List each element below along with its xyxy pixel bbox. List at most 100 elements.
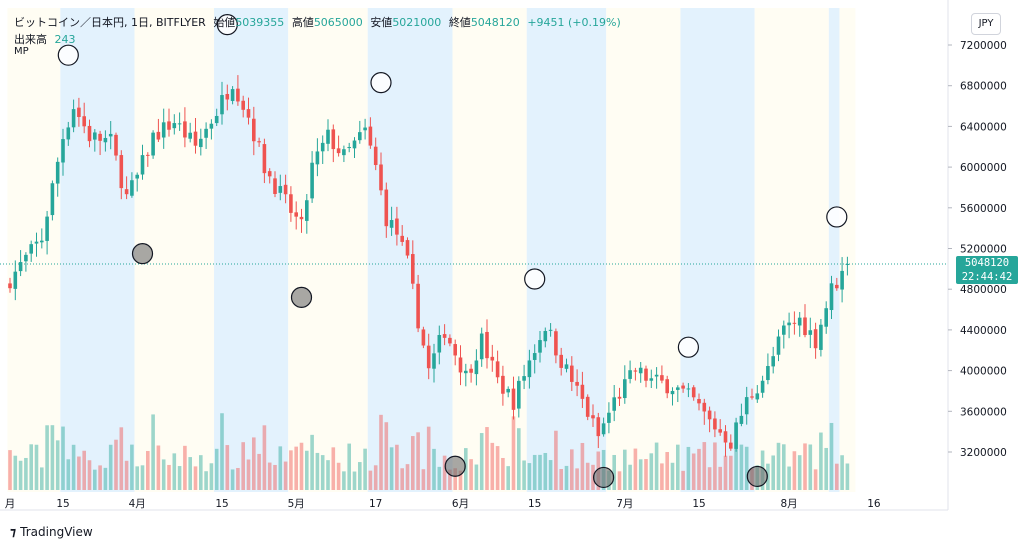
volume-bar <box>55 440 60 490</box>
candle-body <box>151 132 155 156</box>
candle-body <box>93 132 97 140</box>
candle-body <box>315 151 320 165</box>
volume-bar <box>135 466 139 490</box>
symbol-label[interactable]: ビットコイン／日本円, 1日, BITFLYER <box>14 16 206 29</box>
volume-bar <box>766 463 770 490</box>
candle-body <box>416 283 420 329</box>
candle-body <box>389 220 394 228</box>
candle-body <box>193 131 198 146</box>
candle-body <box>713 418 717 430</box>
indicator-legend[interactable]: MP <box>14 46 33 57</box>
candle-body <box>130 180 134 196</box>
volume-bar <box>713 442 717 490</box>
price-axis[interactable]: 3200000 3600000 4000000 4400000 4800000 52000… <box>947 0 1007 510</box>
candles <box>8 75 850 457</box>
candle-body <box>61 139 65 163</box>
candle-body <box>230 89 235 101</box>
candle-body <box>803 317 807 336</box>
candle-body <box>8 283 12 289</box>
volume-bar <box>617 471 622 490</box>
volume-bar <box>61 426 65 490</box>
volume-bar <box>103 467 108 490</box>
volume-bar <box>320 455 325 490</box>
time-tick-label: 4月 <box>129 498 146 510</box>
volume-bar <box>352 471 357 490</box>
candle-body <box>649 378 654 381</box>
candle-body <box>691 387 696 398</box>
volume-bar <box>744 446 749 490</box>
candle-body <box>607 412 611 423</box>
candle-body <box>437 335 442 353</box>
candle-body <box>532 353 537 360</box>
band-blue <box>828 8 840 492</box>
candle-body <box>448 337 452 344</box>
volume-bar <box>315 452 320 490</box>
candle-body <box>829 283 834 311</box>
candle-body <box>421 329 426 346</box>
volume-bar <box>442 455 447 490</box>
candle-body <box>543 331 548 342</box>
candle-body <box>400 235 404 242</box>
volume-bar <box>130 444 134 490</box>
volume-bar <box>71 444 76 490</box>
volume-bar <box>426 426 431 490</box>
volume-bar <box>363 448 367 490</box>
volume-bar <box>723 455 728 490</box>
volume-bar <box>66 459 71 490</box>
time-tick-label: 15 <box>528 498 541 510</box>
volume-bar <box>289 450 293 490</box>
candle-body <box>262 144 267 174</box>
volume-bar <box>638 459 643 490</box>
high-value: 5065000 <box>313 16 363 29</box>
candle-body <box>601 423 606 435</box>
low-value: 5021000 <box>392 16 442 29</box>
candle-body <box>103 137 108 143</box>
volume-bar <box>283 461 288 490</box>
high-label: 高値 <box>291 16 314 29</box>
candle-body <box>580 384 585 399</box>
candle-body <box>776 336 781 355</box>
volume-bar <box>729 455 733 490</box>
candle-body <box>188 132 192 139</box>
candle-body <box>729 442 733 449</box>
candle-body <box>596 417 601 437</box>
candle-body <box>686 388 691 390</box>
price-tick-label: 5200000 <box>960 244 1007 256</box>
open-label: 始値 <box>213 16 236 29</box>
candle-body <box>665 379 669 394</box>
marker-filled <box>746 465 768 488</box>
volume-bar <box>628 464 632 490</box>
currency-button[interactable]: JPY <box>971 13 1001 35</box>
candle-body <box>824 308 828 327</box>
volume-bar <box>294 446 298 490</box>
candle-body <box>368 126 373 146</box>
marker-filled <box>131 242 154 265</box>
marker-open <box>677 336 700 358</box>
tradingview-logo[interactable]: ⁊ TradingView <box>10 525 93 539</box>
candle-body <box>554 331 558 356</box>
candle-body <box>384 189 389 227</box>
candle-body <box>161 122 166 138</box>
candle-body <box>29 244 33 254</box>
volume-bar <box>108 444 113 490</box>
candle-body <box>782 325 786 335</box>
candle-body <box>638 367 643 374</box>
volume-bar <box>82 450 86 490</box>
volume-bar <box>13 455 18 490</box>
volume-bar <box>707 467 712 490</box>
candle-body <box>225 93 230 100</box>
candle-body <box>697 398 701 404</box>
candle-body <box>522 376 526 381</box>
candle-body <box>289 194 293 213</box>
volume-bar <box>262 425 267 490</box>
time-axis[interactable]: 月 15 4月 15 5月 17 6月 15 7月 15 8月 16 <box>0 498 948 511</box>
candle-body <box>723 431 728 443</box>
volume-bar <box>532 454 537 490</box>
candle-body <box>320 142 325 152</box>
volume-bar <box>845 463 850 490</box>
volume-bar <box>548 460 553 490</box>
volume-bar <box>654 442 659 490</box>
volume-bar <box>405 464 410 490</box>
candle-body <box>453 344 457 356</box>
